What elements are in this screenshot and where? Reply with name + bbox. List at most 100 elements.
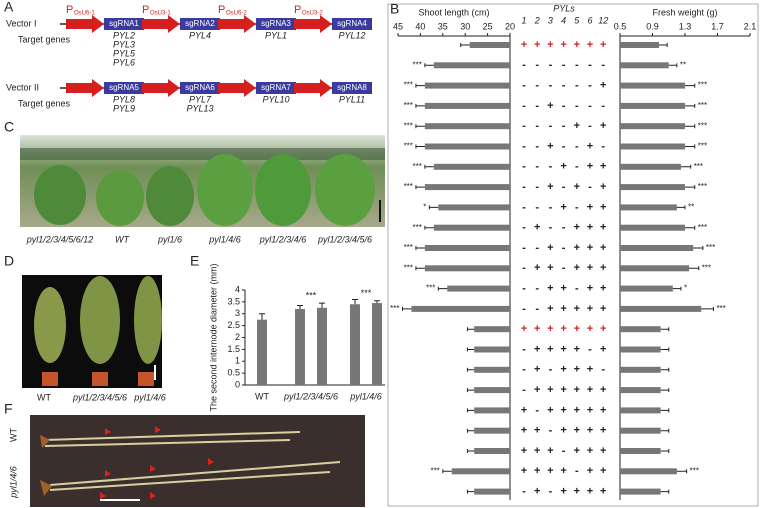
x-tick-label: pyl1/2/3/4/5/6	[283, 391, 338, 401]
genotype-sign: +	[600, 201, 606, 213]
bar	[620, 163, 681, 170]
genotype-sign: -	[562, 181, 566, 193]
bar	[474, 448, 510, 454]
bar	[424, 265, 510, 272]
bar	[474, 346, 510, 353]
genotype-sign: +	[547, 323, 553, 335]
bar	[620, 448, 661, 454]
genotype-sign: +	[521, 425, 527, 437]
panel-label: A	[4, 0, 14, 15]
x-tick-label: WT	[255, 391, 269, 401]
genotype-label: WT	[37, 392, 51, 402]
genotype-sign: +	[547, 100, 553, 112]
genotype-sign: +	[574, 39, 580, 51]
genotype-sign: +	[600, 303, 606, 315]
bar	[620, 285, 673, 292]
bar	[620, 224, 685, 231]
bar	[469, 42, 510, 48]
genotype-sign: +	[560, 161, 566, 173]
significance: *	[423, 203, 426, 212]
genotype-sign: +	[560, 465, 566, 477]
bar	[620, 204, 677, 211]
genotype-sign: +	[560, 425, 566, 437]
genotype-sign: +	[534, 39, 540, 51]
genotype-sign: +	[600, 283, 606, 295]
vector-name: Vector II	[6, 82, 39, 92]
genotype-sign: +	[587, 445, 593, 457]
sgrna-box	[104, 82, 144, 94]
genotype-sign: -	[575, 100, 579, 112]
column-label: 6	[587, 15, 592, 25]
genotype-sign: +	[600, 242, 606, 254]
error-bar	[701, 306, 714, 311]
x-tick-label: 45	[393, 21, 403, 31]
column-label: 2	[534, 15, 540, 25]
error-bar	[466, 428, 475, 433]
error-bar	[259, 313, 265, 320]
significance: ***	[698, 182, 707, 191]
significance: ***	[698, 81, 707, 90]
genotype-sign: -	[522, 181, 526, 193]
genotype-sign: +	[560, 343, 566, 355]
error-bar	[442, 469, 452, 474]
genotype-sign: +	[547, 283, 553, 295]
genotype-sign: -	[562, 80, 566, 92]
genotype-sign: +	[587, 465, 593, 477]
error-bar	[660, 347, 670, 352]
genotype-sign: +	[574, 181, 580, 193]
sgrna-label: sgRNA2	[185, 19, 215, 28]
promoter-arrow	[218, 79, 256, 97]
error-bar	[466, 408, 475, 413]
error-bar	[693, 246, 704, 250]
column-label: 1	[521, 15, 526, 25]
genotype-sign: -	[535, 120, 539, 132]
genotype-sign: +	[534, 445, 540, 457]
genotype-sign: -	[522, 242, 526, 254]
genotype-sign: +	[574, 222, 580, 234]
error-bar	[466, 327, 475, 332]
genotype-sign: -	[549, 161, 553, 173]
genotype-label: WT	[8, 428, 18, 442]
panel-c-frame	[387, 3, 759, 507]
genotype-sign: +	[521, 323, 527, 335]
genotype-sign: -	[535, 404, 539, 416]
genotype-sign: -	[575, 161, 579, 173]
error-bar	[466, 489, 475, 494]
genotype-sign: +	[600, 161, 606, 173]
error-bar	[689, 266, 700, 271]
genotype-sign: -	[562, 262, 566, 274]
y-tick-label: 1	[235, 356, 240, 366]
significance: ***	[716, 304, 725, 313]
genotype-sign: +	[521, 445, 527, 457]
x-tick-label: 1.3	[679, 21, 692, 31]
significance: ***	[413, 223, 422, 232]
photo-b	[20, 135, 385, 227]
error-bar	[428, 205, 439, 210]
genotype-sign: +	[560, 384, 566, 396]
bar	[424, 143, 510, 150]
bar	[350, 304, 360, 385]
genotype-sign: -	[535, 303, 539, 315]
genotype-sign: +	[521, 39, 527, 51]
significance: ***	[690, 466, 699, 475]
error-bar	[676, 469, 688, 474]
genotype-sign: +	[534, 465, 540, 477]
error-bar	[685, 83, 696, 88]
genotype-sign: -	[575, 283, 579, 295]
genotype-sign: +	[587, 303, 593, 315]
genotype-sign: -	[535, 201, 539, 213]
error-bar	[374, 300, 380, 304]
bar	[433, 163, 510, 170]
error-bar	[676, 205, 686, 210]
genotype-sign: +	[534, 486, 540, 498]
significance: ***	[694, 162, 703, 171]
genotype-label: pyl1/4/6	[133, 392, 166, 402]
genotype-sign: -	[588, 100, 592, 112]
genotype-sign: +	[600, 323, 606, 335]
target-gene: PYL1	[265, 30, 287, 40]
genotype-sign: -	[575, 140, 579, 152]
genotype-sign: +	[560, 39, 566, 51]
x-axis-label: Shoot length (cm)	[418, 7, 489, 17]
sgrna-label: sgRNA3	[261, 19, 291, 28]
panel-label: D	[4, 253, 14, 269]
